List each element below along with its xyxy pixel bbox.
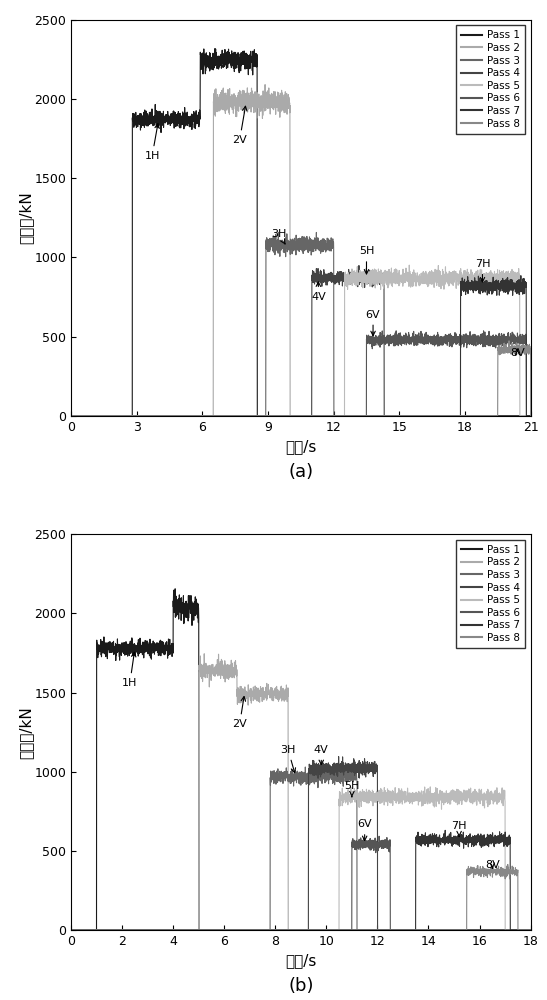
Text: 8V: 8V — [510, 348, 525, 358]
X-axis label: 时间/s: 时间/s — [285, 439, 317, 454]
Text: 5H: 5H — [344, 781, 359, 797]
Text: 2V: 2V — [232, 106, 247, 145]
Y-axis label: 札制力/kN: 札制力/kN — [18, 191, 33, 244]
Text: 1H: 1H — [122, 652, 137, 688]
Text: (b): (b) — [288, 977, 313, 995]
Text: 4V: 4V — [314, 745, 329, 765]
Text: 6V: 6V — [357, 819, 372, 841]
Text: 3H: 3H — [271, 229, 287, 244]
Text: 3H: 3H — [281, 745, 296, 773]
Text: 4V: 4V — [311, 282, 325, 302]
Y-axis label: 札制力/kN: 札制力/kN — [18, 706, 33, 759]
Legend: Pass 1, Pass 2, Pass 3, Pass 4, Pass 5, Pass 6, Pass 7, Pass 8: Pass 1, Pass 2, Pass 3, Pass 4, Pass 5, … — [456, 25, 525, 134]
Text: (a): (a) — [288, 463, 313, 481]
Text: 8V: 8V — [485, 860, 499, 870]
Text: 5H: 5H — [359, 246, 374, 274]
X-axis label: 时间/s: 时间/s — [285, 953, 317, 968]
Text: 2V: 2V — [232, 697, 247, 729]
Text: 7H: 7H — [451, 821, 467, 836]
Text: 7H: 7H — [475, 259, 490, 282]
Text: 6V: 6V — [366, 310, 380, 336]
Legend: Pass 1, Pass 2, Pass 3, Pass 4, Pass 5, Pass 6, Pass 7, Pass 8: Pass 1, Pass 2, Pass 3, Pass 4, Pass 5, … — [456, 540, 525, 648]
Text: 1H: 1H — [144, 124, 160, 161]
